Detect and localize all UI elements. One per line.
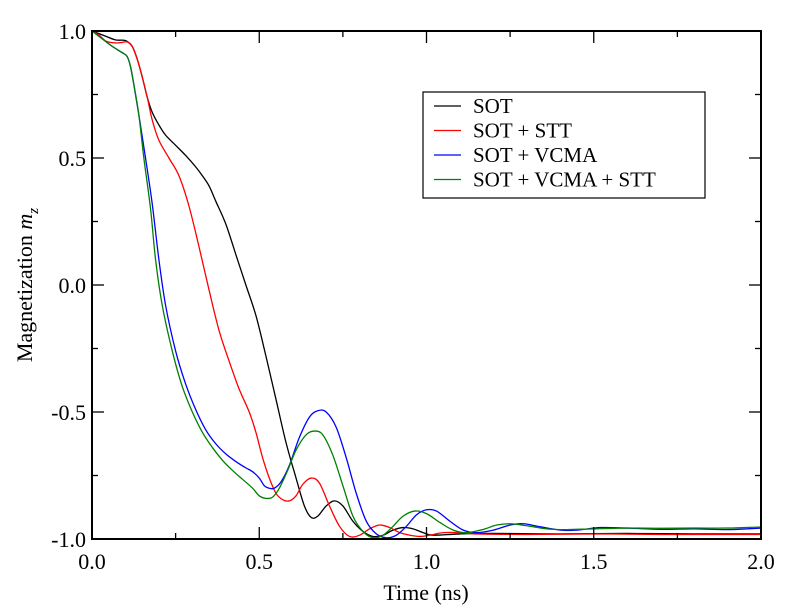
x-tick-label: 0.0 [78,549,106,574]
series-line-sot-vcma [91,30,762,539]
y-axis-title-symbol: m [12,214,37,230]
series-line-sot-stt [91,30,762,538]
x-tick-label: 2.0 [747,549,775,574]
legend-box [422,91,706,199]
y-tick-label: -1.0 [51,527,86,552]
series-line-sot-vcma-stt [91,30,762,539]
y-axis-title-text: Magnetization [12,235,37,362]
y-tick-label: -0.5 [51,400,86,425]
legend-label: SOT [473,94,513,118]
x-tick-label: 1.5 [580,549,608,574]
x-tick-label: 0.5 [246,549,274,574]
tick-labels-layer: 0.0 0.5 1.0 1.5 2.0 -1.0 -0.5 0.0 0.5 1.0 [51,19,775,574]
legend-item: SOT + VCMA + STT [434,168,656,192]
series-line-sot [91,30,762,538]
y-axis-title-subscript: z [26,208,42,215]
legend-item: SOT + VCMA [434,143,598,167]
ticks-layer [91,30,762,540]
y-tick-label: 0.0 [59,273,87,298]
legend-item: SOT + STT [434,119,572,143]
x-axis-title: Time (ns) [383,580,468,605]
legend-label: SOT + VCMA + STT [473,168,656,192]
y-tick-label: 0.5 [59,146,87,171]
legend-item: SOT [434,94,513,118]
x-tick-label: 1.0 [413,549,441,574]
series-layer [91,30,762,539]
y-axis-title: Magnetization mz [12,208,42,362]
y-tick-label: 1.0 [59,19,87,44]
legend-label: SOT + STT [473,119,572,143]
legend-label: SOT + VCMA [473,143,598,167]
